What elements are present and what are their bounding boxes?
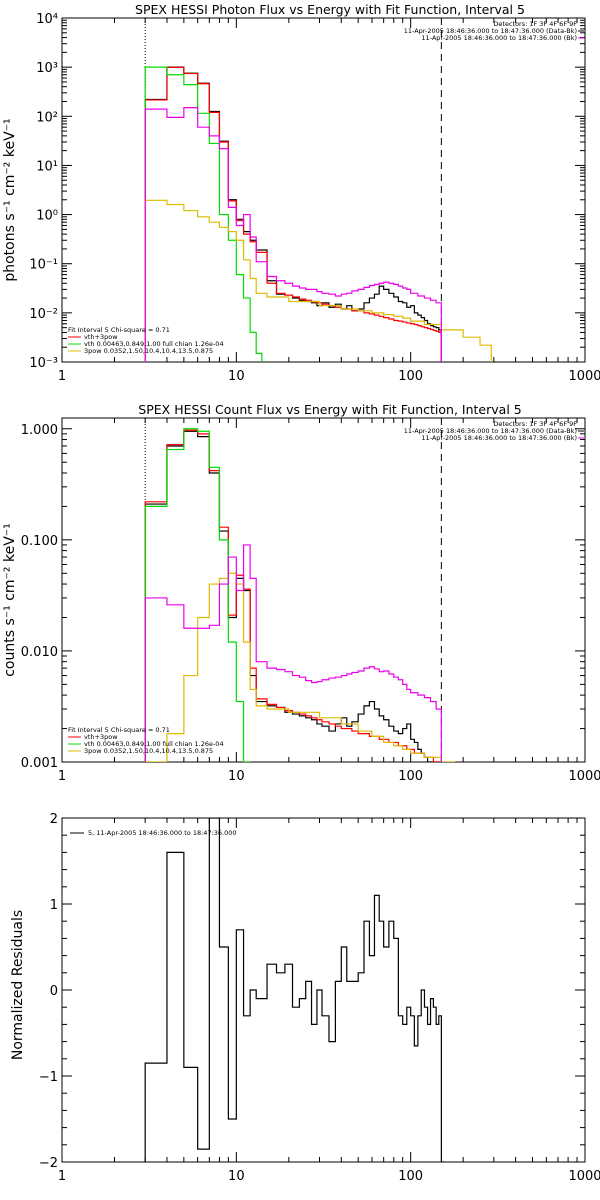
legend-topright-line: Detectors: 1F 3F 4F 6F 9F [493,420,577,428]
plot-frame [61,417,586,763]
legend-bottomleft-line: Fit Interval 5 Chi-square = 0.71 [68,326,170,334]
y-tick-label: 1.000 [21,423,58,438]
series-vth [144,66,263,362]
x-tick-label: 100 [398,1169,423,1184]
y-tick-label: 0.001 [21,756,58,771]
y-tick-label: 10⁴ [36,12,58,27]
x-tick-label: 1000 [568,1169,600,1184]
x-tick-label: 10 [228,1169,245,1184]
y-tick-label: 10² [36,110,58,125]
legend-topright-line: 11-Apr-2005 18:46:36.000 to 18:47:36.000… [421,34,577,42]
series-bk [144,107,442,362]
y-tick-label: 2 [50,812,58,827]
y-tick-label: 10³ [36,61,58,76]
legend-topright-line: Detectors: 1F 3F 4F 6F 9F [493,20,577,28]
count-flux-panel: SPEX HESSI Count Flux vs Energy with Fit… [2,402,600,784]
series-data-bk [144,66,442,362]
legend-bottomleft-line: vth+3pow [84,333,118,341]
y-tick-label: 10⁰ [36,209,58,224]
residuals-legend: 5, 11-Apr-2005 18:46:36.000 to 18:47:36.… [88,829,237,837]
x-tick-label: 1000 [568,769,600,784]
y-tick-label: 10¹ [36,159,58,174]
legend-topright-line: 11-Apr-2005 18:46:36.000 to 18:47:36.000… [421,434,577,442]
count-flux-title: SPEX HESSI Count Flux vs Energy with Fit… [138,402,521,417]
plot-frame [61,17,586,363]
count-flux-y-axis-label: counts s⁻¹ cm⁻² keV⁻¹ [2,523,18,677]
legend-bottomleft-line: Fit Interval 5 Chi-square = 0.71 [68,726,170,734]
series-3pow [144,199,492,362]
x-tick-label: 1000 [568,369,600,384]
y-tick-label: 0.100 [21,534,58,549]
legend-bottomleft-line: vth 0.00463,0.849,1.00 full chian 1.26e-… [84,340,224,348]
series-bk [144,544,442,762]
series-vth-3pow [144,66,442,362]
y-tick-label: −1 [39,1070,58,1085]
x-tick-label: 100 [398,769,423,784]
y-tick-label: 0.010 [21,645,58,660]
x-tick-label: 1 [58,369,66,384]
series-vth [144,428,251,762]
x-tick-label: 1 [58,1169,66,1184]
y-tick-label: 0 [50,984,58,999]
legend-topright-line: 11-Apr-2005 18:46:36.000 to 18:47:36.000… [404,427,577,435]
series-3pow [145,572,456,762]
x-tick-label: 1 [58,769,66,784]
x-tick-label: 10 [228,769,245,784]
photon-flux-y-axis-label: photons s⁻¹ cm⁻² keV⁻¹ [2,118,18,281]
legend-bottomleft-line: 3pow 0.0352,1.50,10.4,10.4,13.5,0.875 [84,747,213,755]
legend-bottomleft-line: 3pow 0.0352,1.50,10.4,10.4,13.5,0.875 [84,347,213,355]
plot-frame [61,817,586,1163]
x-tick-label: 10 [228,369,245,384]
y-tick-label: 10⁻³ [29,356,58,371]
y-tick-label: 1 [50,898,58,913]
y-tick-label: 10⁻² [29,307,58,322]
residuals-y-axis-label: Normalized Residuals [10,910,26,1060]
photon-flux-title: SPEX HESSI Photon Flux vs Energy with Fi… [135,2,525,17]
legend-topright-line: 11-Apr-2005 18:46:36.000 to 18:47:36.000… [404,27,577,35]
legend-bottomleft-line: vth 0.00463,0.849,1.00 full chian 1.26e-… [84,740,224,748]
photon-flux-panel: SPEX HESSI Photon Flux vs Energy with Fi… [2,2,600,384]
x-tick-label: 100 [398,369,423,384]
y-tick-label: −2 [39,1156,58,1171]
y-tick-label: 10⁻¹ [29,258,58,273]
series-5-11-apr-2005-18-46-36-000-to-18-47-36-000 [144,818,444,1162]
legend-bottomleft-line: vth+3pow [84,733,118,741]
residuals-panel: Normalized Residuals 1 10 100 1000 −2 −1 0 1 2 5,… [10,812,600,1184]
